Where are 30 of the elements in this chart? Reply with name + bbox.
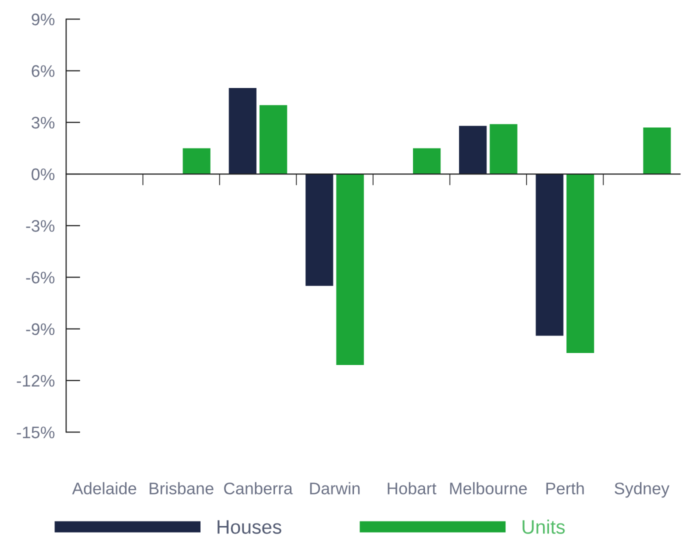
x-tick-label: Sydney	[614, 482, 670, 498]
x-tick-label: Adelaide	[72, 482, 136, 494]
bar	[490, 124, 518, 174]
bar	[260, 105, 288, 174]
x-tick-label: Perth	[546, 482, 584, 494]
y-tick-label: -15%	[16, 426, 54, 438]
y-tick-label: -6%	[26, 272, 54, 284]
x-tick-label: Darwin	[310, 482, 360, 494]
y-tick-label: 3%	[32, 116, 54, 129]
text: Houses	[218, 520, 282, 534]
bar	[536, 174, 564, 336]
bar	[306, 174, 334, 286]
bar	[336, 174, 364, 366]
y-tick-label: 9%	[32, 14, 54, 26]
bar	[459, 126, 487, 174]
bar	[228, 88, 256, 174]
bar	[566, 174, 594, 353]
x-tick-label: Melbourne	[450, 482, 527, 494]
bar	[182, 148, 210, 174]
text: Units	[522, 520, 565, 534]
y-tick-label: -12%	[16, 374, 54, 387]
x-tick-label: Canberra	[224, 482, 293, 494]
bar	[643, 128, 671, 174]
y-tick-label: -9%	[26, 323, 54, 336]
y-tick-label: 0%	[32, 168, 54, 180]
y-tick-label: 6%	[32, 65, 54, 77]
y-tick-label: -3%	[26, 220, 54, 232]
x-tick-label: Hobart	[388, 482, 436, 494]
x-tick-label: Brisbane	[150, 482, 214, 494]
bar	[412, 148, 441, 174]
